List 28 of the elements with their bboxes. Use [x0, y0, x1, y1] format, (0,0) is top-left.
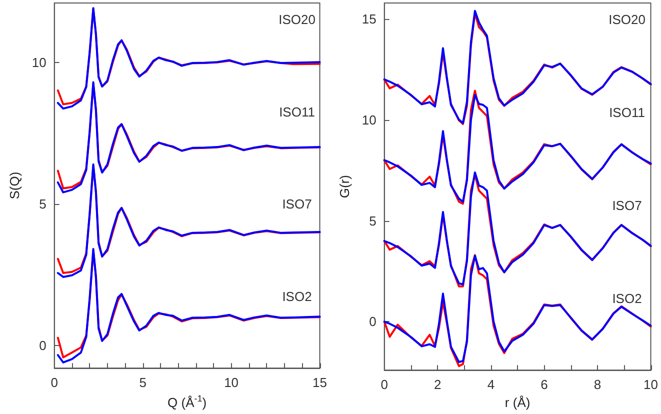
x-tick-label: 10: [644, 377, 658, 392]
x-tick-label: 0: [380, 377, 388, 392]
annotation: ISO7: [612, 198, 642, 214]
x-tick-label: 6: [540, 377, 548, 392]
y-axis-title: S(Q): [7, 172, 22, 200]
x-tick-label: 2: [434, 377, 442, 392]
y-axis-title: G(r): [337, 174, 352, 198]
x-tick-label: 5: [139, 375, 146, 390]
annotation: ISO20: [608, 12, 646, 28]
y-tick-label: 15: [362, 12, 376, 27]
x-axis-title: r (Å): [504, 395, 530, 410]
x-tick-label: 4: [487, 377, 495, 392]
x-tick-label: 10: [224, 375, 239, 390]
y-tick-label: 5: [39, 196, 46, 212]
y-tick-label: 0: [39, 338, 46, 353]
y-tick-label: 10: [32, 54, 46, 70]
y-tick-label: 10: [362, 112, 376, 128]
annotation: ISO2: [612, 291, 642, 306]
x-tick-label: 15: [312, 375, 328, 390]
annotation: ISO2: [282, 288, 312, 304]
y-tick-label: 0: [369, 314, 376, 330]
x-tick-label: 8: [594, 377, 602, 392]
annotation: ISO20: [278, 12, 316, 28]
annotation: ISO11: [609, 105, 645, 120]
x-tick-label: 0: [50, 375, 58, 390]
annotation: ISO7: [282, 196, 312, 212]
y-tick-label: 5: [369, 213, 376, 228]
annotation: ISO11: [279, 104, 315, 120]
